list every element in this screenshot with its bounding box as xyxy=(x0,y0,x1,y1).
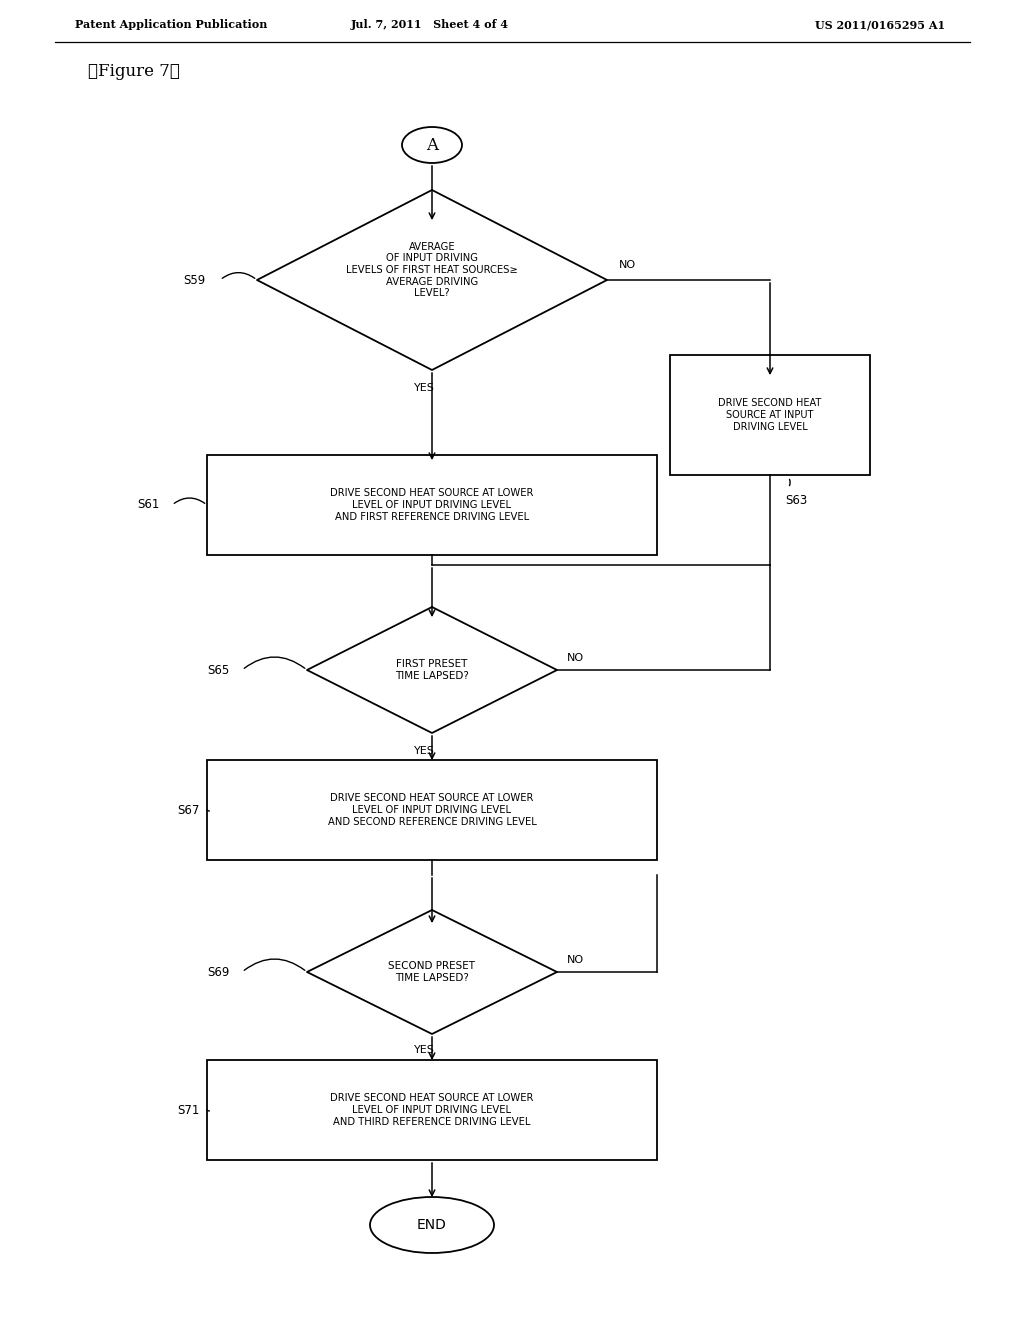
Text: SECOND PRESET
TIME LAPSED?: SECOND PRESET TIME LAPSED? xyxy=(388,961,475,983)
Bar xyxy=(670,355,870,475)
Text: S69: S69 xyxy=(208,965,230,978)
Text: S65: S65 xyxy=(208,664,230,676)
FancyArrowPatch shape xyxy=(244,960,305,970)
Text: DRIVE SECOND HEAT
SOURCE AT INPUT
DRIVING LEVEL: DRIVE SECOND HEAT SOURCE AT INPUT DRIVIN… xyxy=(719,399,821,432)
Text: Patent Application Publication: Patent Application Publication xyxy=(75,20,267,30)
Text: YES: YES xyxy=(414,1045,434,1055)
Text: FIRST PRESET
TIME LAPSED?: FIRST PRESET TIME LAPSED? xyxy=(395,659,469,681)
Text: YES: YES xyxy=(414,746,434,756)
Text: A: A xyxy=(426,136,438,153)
Text: S63: S63 xyxy=(785,494,807,507)
Bar xyxy=(207,1060,657,1160)
FancyArrowPatch shape xyxy=(244,657,305,668)
Text: S61: S61 xyxy=(137,499,160,511)
Bar xyxy=(207,455,657,554)
Text: NO: NO xyxy=(567,954,584,965)
FancyArrowPatch shape xyxy=(222,273,255,279)
Text: DRIVE SECOND HEAT SOURCE AT LOWER
LEVEL OF INPUT DRIVING LEVEL
AND SECOND REFERE: DRIVE SECOND HEAT SOURCE AT LOWER LEVEL … xyxy=(328,793,537,826)
Text: YES: YES xyxy=(414,383,434,393)
Text: DRIVE SECOND HEAT SOURCE AT LOWER
LEVEL OF INPUT DRIVING LEVEL
AND THIRD REFEREN: DRIVE SECOND HEAT SOURCE AT LOWER LEVEL … xyxy=(331,1093,534,1126)
Text: NO: NO xyxy=(618,260,636,271)
Text: US 2011/0165295 A1: US 2011/0165295 A1 xyxy=(815,20,945,30)
Text: S59: S59 xyxy=(182,273,205,286)
Text: S67: S67 xyxy=(177,804,200,817)
Text: AVERAGE
OF INPUT DRIVING
LEVELS OF FIRST HEAT SOURCES≥
AVERAGE DRIVING
LEVEL?: AVERAGE OF INPUT DRIVING LEVELS OF FIRST… xyxy=(346,242,518,298)
Text: S71: S71 xyxy=(177,1104,200,1117)
Text: NO: NO xyxy=(567,653,584,663)
FancyArrowPatch shape xyxy=(174,498,205,503)
Text: END: END xyxy=(417,1218,446,1232)
Bar xyxy=(207,760,657,861)
Text: 《Figure 7》: 《Figure 7》 xyxy=(88,63,180,81)
Text: Jul. 7, 2011   Sheet 4 of 4: Jul. 7, 2011 Sheet 4 of 4 xyxy=(351,20,509,30)
Text: DRIVE SECOND HEAT SOURCE AT LOWER
LEVEL OF INPUT DRIVING LEVEL
AND FIRST REFEREN: DRIVE SECOND HEAT SOURCE AT LOWER LEVEL … xyxy=(331,488,534,521)
